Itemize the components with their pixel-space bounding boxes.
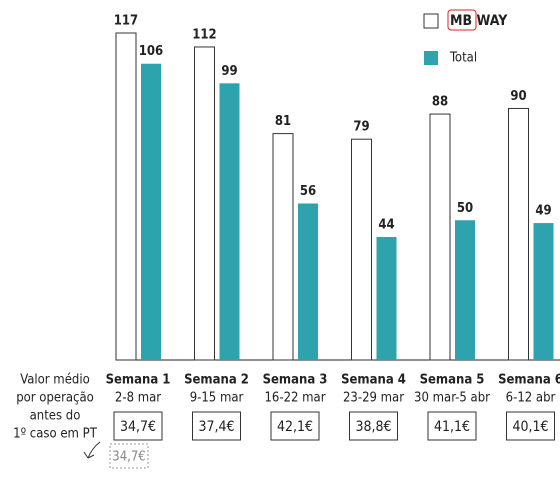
date-range: 30 mar-5 abr <box>414 391 490 406</box>
value-label: 90 <box>510 89 526 104</box>
arrow <box>83 441 101 459</box>
bar <box>272 133 294 361</box>
value-label: 106 <box>139 44 163 59</box>
bar <box>508 107 529 361</box>
average-box <box>349 411 398 441</box>
average-value: 37,4€ <box>198 419 234 435</box>
average-value: 38,8€ <box>355 419 391 435</box>
average-box <box>192 411 241 441</box>
bar <box>219 83 240 361</box>
bar <box>298 203 318 360</box>
value-label: 112 <box>192 27 216 42</box>
value-label: 49 <box>535 204 551 219</box>
reference-box <box>109 443 149 469</box>
bar <box>376 237 397 360</box>
legend-label: Total <box>449 51 477 66</box>
category-label: Semana 6 <box>498 373 560 388</box>
bar <box>429 113 451 361</box>
average-box <box>113 411 163 441</box>
average-value: 40,1€ <box>512 419 548 435</box>
average-box <box>506 411 555 441</box>
average-value: 42,1€ <box>277 419 313 435</box>
value-label: 88 <box>432 95 448 110</box>
category-label: Semana 2 <box>184 373 249 388</box>
bar <box>141 63 161 360</box>
reference-value: 34,7€ <box>112 450 145 465</box>
value-label: 99 <box>221 64 237 79</box>
row-label: Valor médio <box>20 373 90 388</box>
value-label: 44 <box>378 218 394 233</box>
bar <box>115 32 137 361</box>
category-label: Semana 3 <box>263 373 328 388</box>
average-value: 41,1€ <box>434 419 470 435</box>
category-label: Semana 1 <box>106 373 171 388</box>
date-range: 9-15 mar <box>190 391 244 406</box>
row-label: antes do <box>30 409 81 424</box>
row-label: por operação <box>16 391 94 406</box>
logo-frame <box>447 9 477 31</box>
bar <box>533 223 554 360</box>
legend-swatch <box>424 51 438 65</box>
value-label: 79 <box>353 120 369 135</box>
date-range: 2-8 mar <box>115 391 161 406</box>
category-label: Semana 4 <box>341 373 406 388</box>
category-label: Semana 5 <box>420 373 485 388</box>
legend-swatch <box>423 13 439 29</box>
date-range: 16-22 mar <box>264 391 325 406</box>
average-box <box>270 411 320 441</box>
bar <box>194 46 215 361</box>
date-range: 6-12 abr <box>506 391 556 406</box>
bar <box>351 138 372 361</box>
value-label: 81 <box>275 114 291 129</box>
value-label: 56 <box>300 184 316 199</box>
average-box <box>427 411 477 441</box>
row-label: 1º caso em PT <box>13 427 98 442</box>
value-label: 117 <box>114 14 138 29</box>
average-value: 34,7€ <box>120 419 156 435</box>
date-range: 23-29 mar <box>343 391 404 406</box>
bar <box>455 220 475 360</box>
value-label: 50 <box>457 201 473 216</box>
legend-label: MB WAY <box>450 13 508 29</box>
